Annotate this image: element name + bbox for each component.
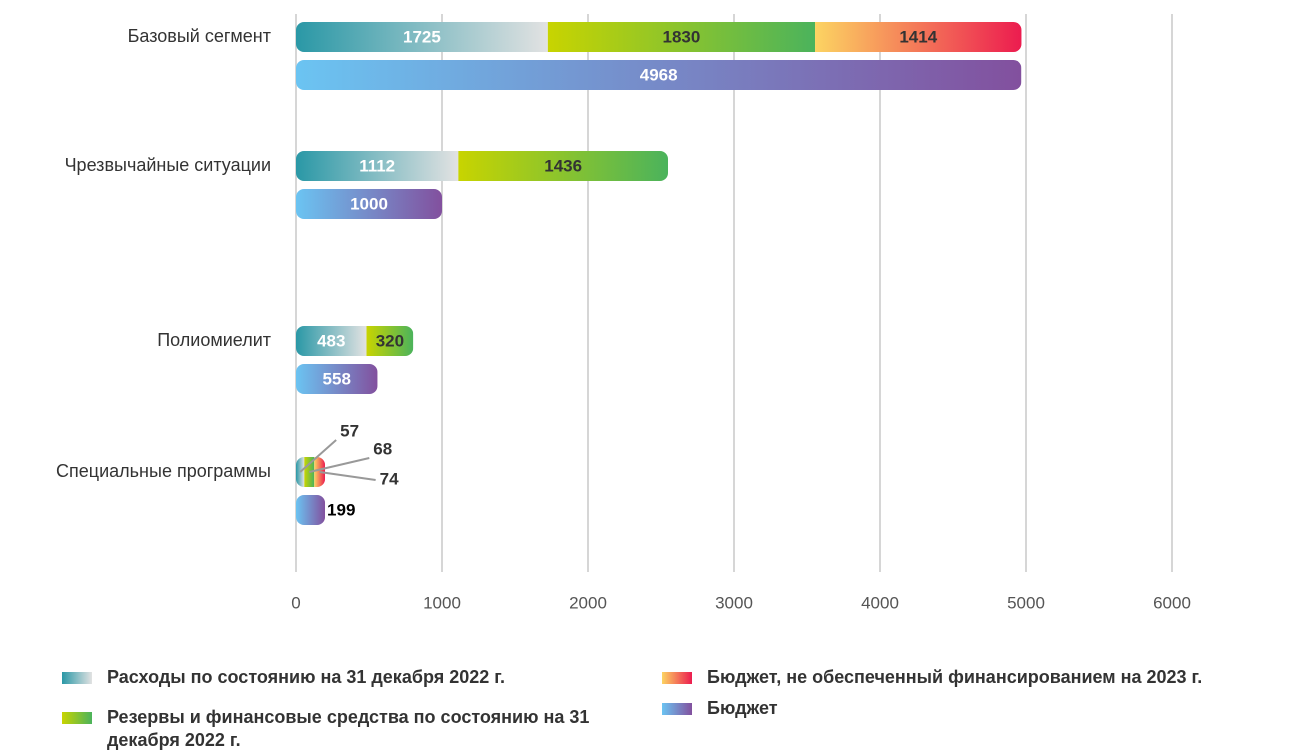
bar-group	[296, 60, 1022, 90]
value-label: 68	[373, 439, 392, 458]
chart: 0 1000 2000 3000 4000 5000 6000 Базовый сегмент…	[56, 14, 1191, 612]
callout-line	[299, 439, 337, 473]
value-label: 57	[340, 421, 359, 440]
x-tick-label: 1000	[423, 593, 461, 612]
bar-segment	[815, 22, 1022, 52]
value-label: 320	[376, 331, 404, 350]
value-label: 1414	[899, 27, 937, 46]
bar-segment	[296, 326, 367, 356]
value-label: 1725	[403, 27, 441, 46]
bar-group	[296, 495, 326, 525]
value-label: 558	[323, 369, 351, 388]
x-tick-label: 4000	[861, 593, 899, 612]
bar-group	[296, 189, 442, 219]
bar-segment	[458, 151, 669, 181]
bar-segment	[296, 151, 459, 181]
legend-item: Расходы по состоянию на 31 декабря 2022 …	[62, 666, 622, 689]
legend-label: Бюджет, не обеспеченный финансированием …	[707, 667, 1203, 687]
category-label: Чрезвычайные ситуации	[65, 155, 271, 175]
callout-line	[309, 457, 370, 473]
callout-line	[319, 471, 376, 481]
x-tick-label: 3000	[715, 593, 753, 612]
x-tick-label: 6000	[1153, 593, 1191, 612]
legend-label: Резервы и финансовые средства по состоян…	[107, 707, 590, 750]
bar-segment	[296, 495, 326, 525]
legend-swatch	[62, 672, 92, 684]
x-tick-label: 0	[291, 593, 300, 612]
legend-swatch	[62, 712, 92, 724]
x-tick-label: 2000	[569, 593, 607, 612]
legend-swatch	[662, 703, 692, 715]
legend-label: Расходы по состоянию на 31 декабря 2022 …	[107, 667, 505, 687]
bar-group	[296, 364, 378, 394]
value-label: 1830	[663, 27, 701, 46]
legend-label: Бюджет	[707, 698, 778, 718]
bar-segment	[296, 364, 378, 394]
bar-segment	[296, 60, 1022, 90]
value-label: 1436	[544, 156, 582, 175]
legend-item: Бюджет, не обеспеченный финансированием …	[662, 666, 1302, 689]
bar-segment	[547, 22, 816, 52]
value-label: 199	[327, 500, 355, 519]
category-label: Базовый сегмент	[128, 26, 271, 46]
bar-segment	[366, 326, 414, 356]
bar-segment	[314, 457, 326, 487]
category-label: Полиомиелит	[157, 330, 271, 350]
x-tick-label: 5000	[1007, 593, 1045, 612]
bar-group	[296, 151, 669, 181]
bar-segment	[296, 189, 442, 219]
legend-swatch	[662, 672, 692, 684]
legend-item: Резервы и финансовые средства по состоян…	[62, 706, 622, 752]
value-label: 1000	[350, 194, 388, 213]
value-label: 4968	[640, 65, 678, 84]
value-label: 74	[380, 469, 399, 488]
bar-group	[296, 326, 414, 356]
value-label: 483	[317, 331, 345, 350]
bar-group	[296, 22, 1022, 52]
bar-segment	[296, 22, 548, 52]
legend-item: Бюджет	[662, 697, 1302, 720]
category-label: Специальные программы	[56, 461, 271, 481]
value-label: 1112	[359, 156, 395, 175]
